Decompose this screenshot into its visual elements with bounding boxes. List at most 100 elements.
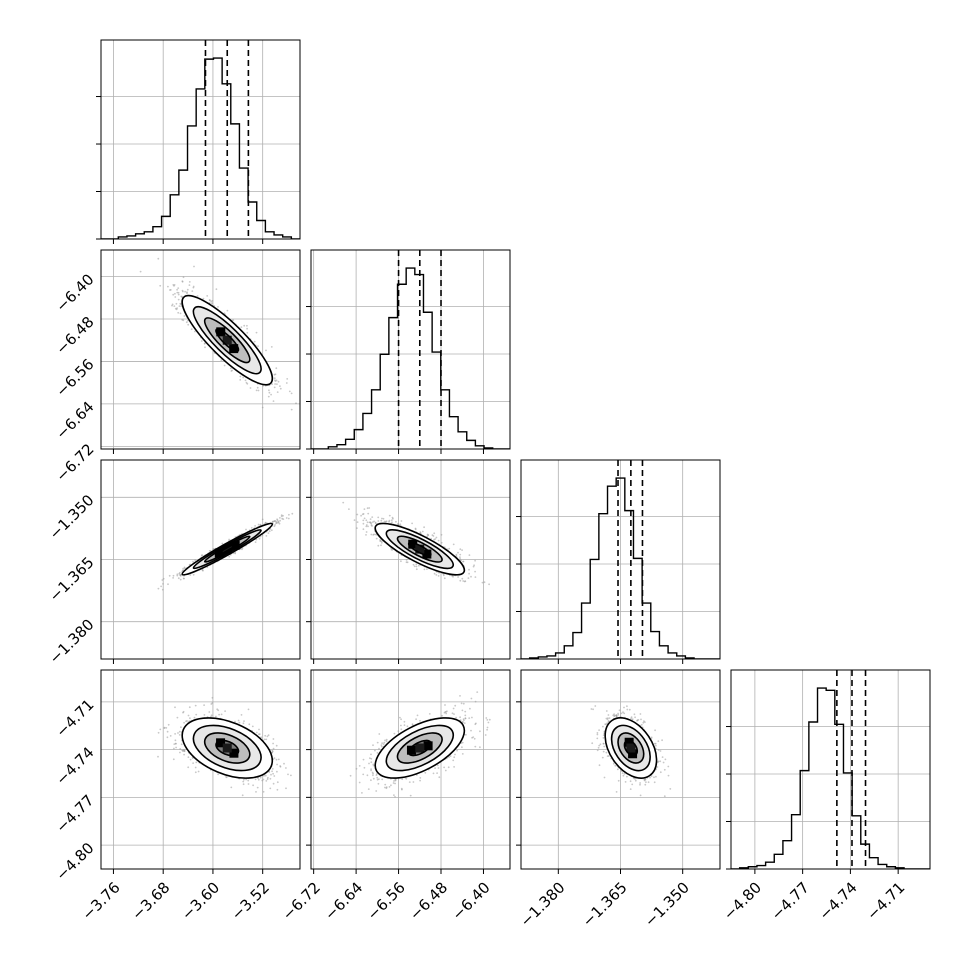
x-tick-label: −6.56 <box>364 879 409 924</box>
sample-point <box>362 513 365 515</box>
sample-point <box>375 537 378 540</box>
sample-point <box>444 769 447 772</box>
sample-point <box>254 541 257 543</box>
sample-point <box>391 548 394 551</box>
sample-point <box>165 727 168 729</box>
contour-line <box>215 739 240 757</box>
sample-point <box>366 774 369 777</box>
sample-point <box>363 766 366 769</box>
sample-point <box>663 768 666 771</box>
sample-point <box>462 580 465 582</box>
histogram-step-line <box>731 687 930 869</box>
sample-point <box>167 583 169 586</box>
sample-point <box>157 587 160 590</box>
density-peak-cell <box>408 539 418 549</box>
sample-point <box>181 749 184 752</box>
sample-point <box>371 525 373 527</box>
sample-point <box>279 517 281 519</box>
sample-point <box>452 707 455 710</box>
sample-point <box>376 741 379 744</box>
sample-point <box>465 733 467 736</box>
sample-point <box>195 761 198 764</box>
sample-point <box>262 790 265 793</box>
sample-point <box>265 738 268 741</box>
sample-point <box>177 311 180 314</box>
sample-point <box>411 522 413 525</box>
sample-point <box>365 534 367 536</box>
sample-point <box>288 390 291 393</box>
x-tick-label: −3.68 <box>128 879 173 924</box>
sample-point <box>261 518 264 521</box>
sample-point <box>631 718 634 720</box>
sample-point <box>177 298 180 301</box>
panel-frame <box>730 669 931 870</box>
histogram-step-line <box>311 267 510 449</box>
scatter-panel-1-0 <box>100 249 301 454</box>
sample-point <box>470 575 472 578</box>
sample-point <box>453 713 455 715</box>
sample-point <box>274 373 277 376</box>
sample-point <box>382 517 385 520</box>
sample-point <box>418 564 420 567</box>
sample-point <box>254 525 256 527</box>
sample-point <box>421 530 424 533</box>
sample-point <box>464 710 467 713</box>
sample-point <box>622 774 625 777</box>
sample-point <box>271 770 273 773</box>
sample-point <box>290 392 293 395</box>
sample-point <box>453 756 456 759</box>
sample-point <box>291 512 294 515</box>
sample-point <box>342 501 345 504</box>
sample-point <box>634 779 637 782</box>
sample-point <box>192 573 195 576</box>
sample-point <box>433 532 436 535</box>
sample-point <box>163 727 166 729</box>
sample-point <box>185 720 187 723</box>
sample-point <box>452 575 454 578</box>
contour-line <box>203 535 251 563</box>
y-tick-label: −4.74 <box>52 743 97 788</box>
sample-point <box>362 773 365 776</box>
sample-point <box>401 788 403 791</box>
sample-point <box>375 790 378 792</box>
sample-point <box>160 585 163 588</box>
sample-point <box>258 537 261 540</box>
sample-point <box>369 757 371 760</box>
sample-point <box>276 383 278 385</box>
sample-point <box>269 787 272 790</box>
sample-point <box>217 306 219 308</box>
sample-point <box>633 713 636 716</box>
sample-point <box>445 712 448 715</box>
sample-point <box>432 535 435 537</box>
sample-point <box>468 572 470 575</box>
sample-point <box>653 776 655 779</box>
sample-point <box>240 326 243 329</box>
sample-point <box>253 340 256 343</box>
sample-point <box>363 508 366 510</box>
sample-point <box>358 781 361 784</box>
sample-point <box>348 508 350 510</box>
sample-point <box>443 577 446 580</box>
sample-point <box>182 711 184 714</box>
sample-point <box>644 783 647 786</box>
sample-point <box>179 302 182 305</box>
sample-point <box>655 744 657 747</box>
sample-point <box>667 765 670 768</box>
histogram-panel-1 <box>306 249 511 454</box>
sample-point <box>598 764 601 767</box>
sample-point <box>657 760 660 763</box>
sample-point <box>456 749 458 752</box>
sample-point <box>626 705 628 708</box>
sample-point <box>423 568 426 571</box>
sample-point <box>623 773 626 775</box>
density-peak-cell <box>628 749 638 759</box>
sample-point <box>280 514 283 516</box>
sample-point <box>290 774 292 777</box>
sample-point <box>614 764 617 767</box>
scatter-panel-2-1 <box>306 459 511 664</box>
density-peak-cell <box>626 743 636 753</box>
sample-point <box>435 536 438 539</box>
sample-point <box>255 389 258 392</box>
sample-point <box>368 762 370 765</box>
sample-point <box>606 718 609 721</box>
